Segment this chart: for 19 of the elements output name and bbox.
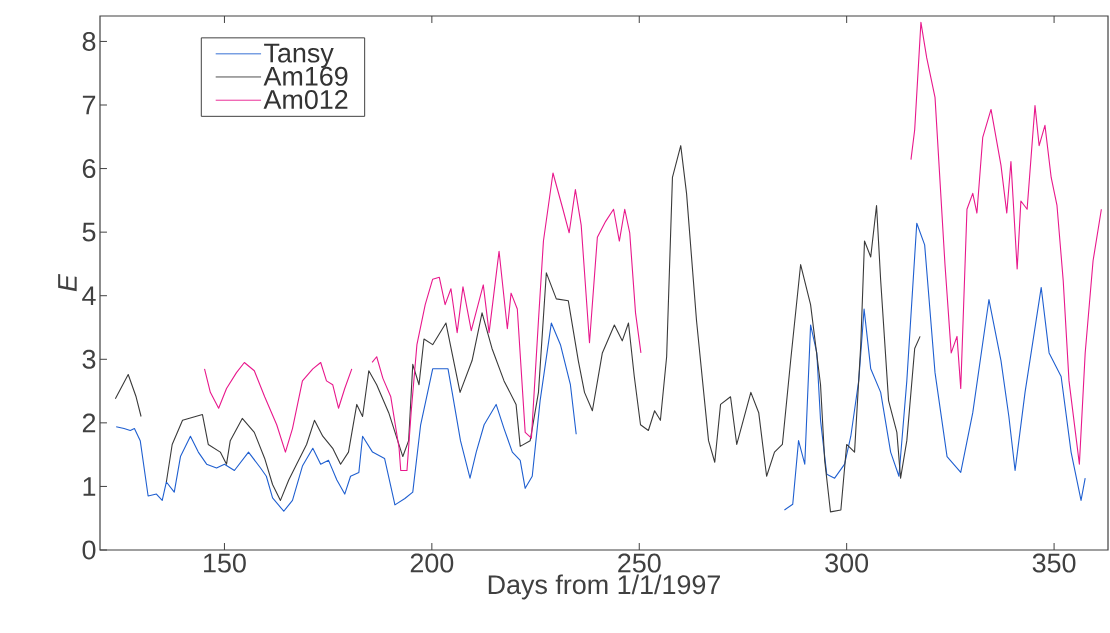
y-tick-label: 5 <box>82 222 96 242</box>
y-tick-label: 7 <box>82 95 96 115</box>
legend-label: Tansy <box>264 43 334 68</box>
legend-label: Am169 <box>263 66 348 86</box>
y-tick-label: 4 <box>82 286 96 305</box>
x-tick-label: 300 <box>825 553 869 573</box>
y-tick-label: 0 <box>82 540 96 560</box>
x-tick-label: 350 <box>1032 553 1076 573</box>
x-tick-label: 200 <box>410 553 454 573</box>
x-axis-title: Days from 1/1/1997 <box>488 574 720 600</box>
y-tick-label: 6 <box>82 159 96 179</box>
x-tick-label: 150 <box>204 553 246 573</box>
y-tick-label: 2 <box>82 413 96 433</box>
y-tick-label: 3 <box>82 349 96 369</box>
legend-label: Am012 <box>263 90 348 110</box>
x-tick-label: 250 <box>618 553 661 573</box>
y-axis-title: E <box>58 273 77 292</box>
y-tick-label: 1 <box>83 477 96 496</box>
y-tick-label: 8 <box>82 31 96 51</box>
